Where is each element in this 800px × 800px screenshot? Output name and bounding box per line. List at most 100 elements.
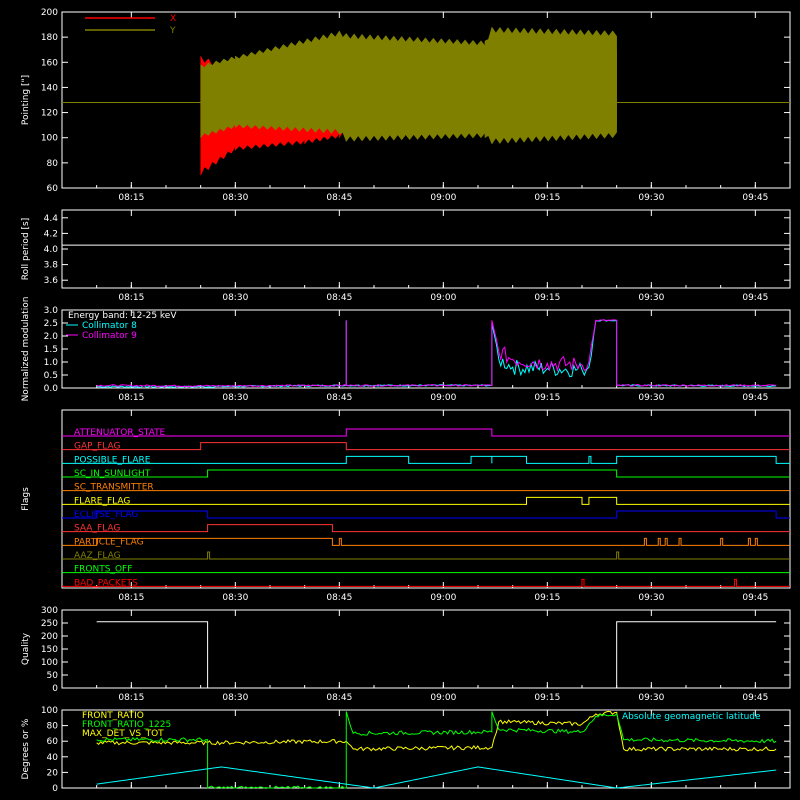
flag-eclipse-flag-line (62, 510, 790, 519)
legend-label: FRONT_RATIO_1225 (82, 720, 171, 730)
x-tick-label: 08:30 (222, 393, 248, 403)
flag-label: PARTICLE_FLAG (74, 537, 144, 547)
flag-saa-flag-line (62, 524, 790, 533)
flag-label: ECLIPSE_FLAG (74, 510, 138, 520)
y-tick-label: 150 (41, 645, 58, 655)
x-tick-label: 08:15 (118, 293, 144, 303)
pointing-frame (61, 11, 791, 189)
x-tick-label: 08:15 (118, 193, 144, 203)
y-tick-label: 1.0 (44, 358, 59, 368)
y-tick-label: 0 (52, 684, 58, 694)
x-tick-label: 08:30 (222, 693, 248, 703)
x-tick-label: 08:45 (326, 393, 352, 403)
x-tick-label: 09:15 (534, 593, 560, 603)
y-tick-label: 100 (41, 706, 58, 716)
y-tick-label: 40 (47, 753, 59, 763)
x-tick-label: 08:45 (326, 293, 352, 303)
series-y-band (200, 26, 617, 145)
modulation-frame (61, 309, 791, 389)
x-tick-label: 09:30 (638, 293, 664, 303)
x-tick-label: 09:45 (742, 593, 768, 603)
y-tick-label: 120 (41, 109, 58, 119)
x-tick-label: 08:30 (222, 193, 248, 203)
y-tick-label: 3.6 (44, 276, 59, 286)
panel-roll: 08:15 08:30 08:45 09:00 09:15 09:30 09:45 Roll … (21, 209, 791, 303)
y-tick-label: 80 (47, 722, 59, 732)
flag-flare-flag-line (62, 496, 790, 505)
y-tick-label: 80 (47, 159, 59, 169)
y-tick-label: 160 (41, 58, 58, 68)
y-tick-label: 4.2 (44, 229, 58, 239)
x-tick-label: 09:15 (534, 193, 560, 203)
y-tick-label: 3.8 (44, 261, 59, 271)
y-tick-label: 60 (47, 184, 59, 194)
series-front-ratio (96, 710, 777, 752)
x-tick-label: 09:30 (638, 693, 664, 703)
y-tick-label: 4.0 (44, 245, 59, 255)
y-tick-label: 4.4 (44, 214, 59, 224)
y-tick-label: 0 (52, 784, 58, 794)
legend-label: Collimator 9 (82, 331, 137, 341)
series-collimator-8 (96, 319, 777, 388)
flag-aaz-flag-line (62, 551, 790, 560)
x-tick-label: 08:30 (222, 293, 248, 303)
flag-particle-flag-line (62, 537, 790, 546)
x-tick-label: 09:30 (638, 193, 664, 203)
y-tick-label: 2.0 (44, 332, 59, 342)
geomagnetic-latitude-label: Absolute geomagnetic latitude (622, 712, 761, 722)
flag-sc-in-sunlight-line (62, 469, 790, 478)
x-tick-label: 08:15 (118, 693, 144, 703)
flag-label: ATTENUATOR_STATE (74, 428, 166, 438)
roll-frame (61, 209, 791, 289)
flag-label: AAZ_FLAG (74, 551, 121, 561)
y-tick-label: 3.0 (44, 306, 59, 316)
x-tick-label: 09:00 (430, 593, 456, 603)
x-tick-label: 09:30 (638, 393, 664, 403)
legend-label: Collimator 8 (82, 321, 137, 331)
y-tick-label: 180 (41, 33, 58, 43)
panel-flags: 08:15 08:30 08:45 09:00 09:15 09:30 09:45 Flags… (21, 409, 791, 603)
flag-label: POSSIBLE_FLARE (74, 455, 151, 465)
flag-label: BAD_PACKETS (74, 578, 138, 588)
y-tick-label: 100 (41, 134, 58, 144)
flag-label: SC_IN_SUNLIGHT (74, 469, 151, 479)
flag-label: FLARE_FLAG (74, 496, 130, 506)
flag-bad-packets-line (62, 578, 790, 587)
x-tick-label: 09:45 (742, 693, 768, 703)
y-tick-label: 300 (41, 606, 58, 616)
y-tick-label: 1.5 (44, 345, 58, 355)
panel-modulation: 08:15 08:30 08:45 09:00 09:15 09:30 09:45 Norma… (21, 297, 791, 403)
y-tick-label: 140 (41, 83, 58, 93)
flag-attenuator-state-line (62, 428, 790, 437)
series-quality (96, 621, 777, 689)
series-front-ratio-1225 (96, 711, 777, 789)
x-tick-label: 09:45 (742, 193, 768, 203)
y-tick-label: 2.5 (44, 319, 58, 329)
series-absolute-geomagnetic-latitude (96, 766, 777, 789)
x-tick-label: 08:45 (326, 593, 352, 603)
legend-label: MAX_DET_VS_TOT (82, 729, 164, 739)
series-collimator-9 (96, 319, 777, 388)
x-tick-label: 08:15 (118, 393, 144, 403)
x-tick-label: 09:45 (742, 393, 768, 403)
pointing-ylabel: Pointing ["] (21, 75, 31, 125)
flags-frame (61, 409, 791, 589)
x-tick-label: 09:00 (430, 393, 456, 403)
legend-label: X (170, 14, 176, 24)
flag-label: FRONTS_OFF (74, 565, 132, 575)
roll-ylabel: Roll period [s] (21, 218, 31, 280)
panel-quality: 08:15 08:30 08:45 09:00 09:15 09:30 09:45 Quali… (21, 606, 791, 703)
modulation-ylabel: Normalized modulation (21, 297, 31, 402)
x-tick-label: 09:15 (534, 393, 560, 403)
flag-label: SC_TRANSMITTER (74, 483, 154, 493)
flag-possible-flare-line (62, 455, 790, 464)
x-tick-label: 09:15 (534, 293, 560, 303)
flag-label: SAA_FLAG (74, 524, 120, 534)
x-tick-label: 09:00 (430, 693, 456, 703)
legend-label: FRONT_RATIO (82, 711, 144, 721)
geometry-ylabel: Degrees or % (21, 718, 31, 779)
flag-label: GAP_FLAG (74, 442, 120, 452)
x-tick-label: 09:30 (638, 593, 664, 603)
y-tick-label: 200 (41, 632, 58, 642)
y-tick-label: 60 (47, 737, 59, 747)
